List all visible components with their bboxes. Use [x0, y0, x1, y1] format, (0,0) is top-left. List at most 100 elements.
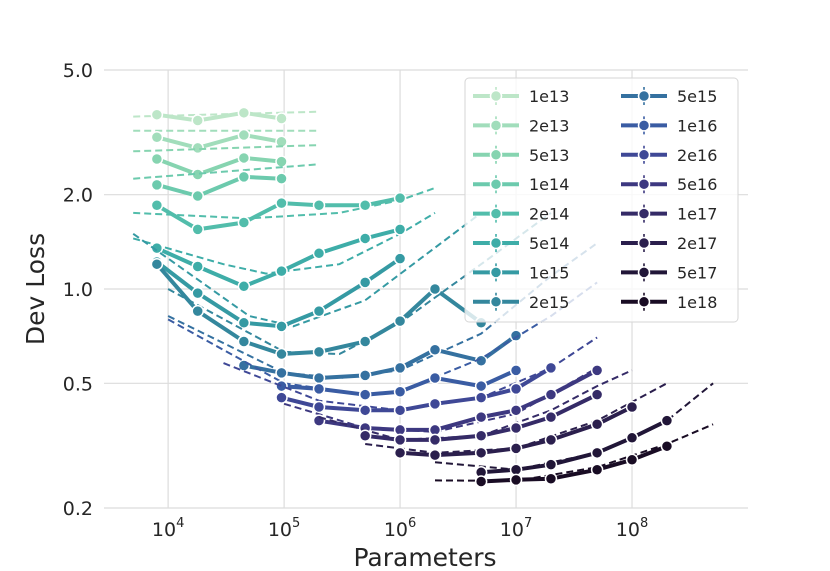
- x-tick-base: 10: [500, 519, 524, 541]
- data-point-1e15: [393, 252, 407, 265]
- data-point-1e18: [509, 473, 523, 487]
- data-point-1e17: [544, 410, 558, 424]
- x-tick-base: 10: [268, 519, 292, 541]
- data-point-5e13: [150, 152, 164, 166]
- series-2e14: [133, 187, 436, 236]
- data-line-2e13: [156, 133, 282, 150]
- legend-item-2e14: 2e14: [473, 204, 569, 224]
- y-tick-label: 2.0: [63, 185, 93, 207]
- legend-item-5e16: 5e16: [621, 175, 717, 194]
- data-point-1e17: [590, 388, 604, 401]
- data-point-5e14: [150, 241, 164, 255]
- legend-item-5e13: 5e13: [473, 145, 569, 165]
- data-point-1e15: [312, 304, 326, 318]
- data-point-1e18: [660, 439, 674, 453]
- legend-marker-5e17: [637, 266, 651, 279]
- data-point-1e17: [474, 429, 488, 443]
- legend-label-5e14: 5e14: [529, 234, 569, 253]
- fit-line-2e17: [365, 382, 668, 454]
- y-tick-label: 0.5: [63, 373, 93, 395]
- fit-line-1e15: [132, 212, 482, 328]
- data-point-2e15: [191, 304, 204, 318]
- legend-label-2e15: 2e15: [529, 293, 569, 312]
- data-point-2e16: [393, 404, 407, 417]
- series-2e13: [133, 128, 319, 155]
- data-point-5e14: [237, 280, 251, 293]
- data-point-1e16: [474, 379, 488, 393]
- data-point-5e13: [275, 155, 288, 168]
- legend-label-2e17: 2e17: [677, 234, 717, 253]
- series-layer: [132, 106, 714, 488]
- data-point-2e15: [393, 314, 407, 328]
- data-point-5e14: [275, 264, 288, 278]
- data-point-2e16: [509, 382, 523, 396]
- legend-marker-2e16: [637, 148, 651, 162]
- legend-label-5e16: 5e16: [677, 175, 717, 194]
- legend-label-1e14: 1e14: [529, 175, 569, 194]
- legend-marker-2e14: [489, 207, 503, 220]
- legend-marker-1e14: [489, 177, 503, 191]
- legend-marker-1e17: [637, 207, 651, 220]
- legend-item-1e17: 1e17: [621, 204, 717, 224]
- data-point-1e15: [275, 320, 288, 333]
- data-point-1e18: [625, 453, 639, 467]
- legend-label-5e13: 5e13: [529, 146, 569, 165]
- x-tick-label: 108: [616, 516, 648, 541]
- legend-label-5e15: 5e15: [677, 87, 717, 106]
- x-tick-exponent: 4: [176, 516, 184, 531]
- x-tick-label: 107: [500, 516, 532, 541]
- data-point-1e18: [544, 472, 558, 485]
- legend-item-2e13: 2e13: [473, 116, 569, 135]
- data-point-5e16: [474, 410, 488, 424]
- data-point-1e13: [150, 108, 164, 121]
- series-2e17: [365, 382, 668, 462]
- legend: 1e13 2e13 5e13 1e14 2e14 5e14 1e15 2e15 5e15 1e16…: [464, 77, 739, 323]
- data-point-1e13: [191, 114, 204, 127]
- data-line-1e18: [481, 444, 668, 484]
- series-1e14: [133, 163, 320, 203]
- data-point-2e14: [312, 199, 326, 212]
- legend-item-5e15: 5e15: [621, 87, 717, 106]
- series-1e17: [318, 369, 633, 447]
- legend-marker-5e15: [637, 89, 651, 103]
- series-5e14: [132, 212, 436, 293]
- data-point-5e16: [312, 414, 326, 427]
- data-line-1e14: [156, 174, 282, 198]
- data-point-2e17: [509, 442, 523, 455]
- legend-label-2e13: 2e13: [529, 116, 569, 135]
- data-point-5e15: [428, 343, 442, 356]
- x-axis-label: Parameters: [353, 543, 496, 571]
- series-1e13: [133, 106, 320, 127]
- legend-label-1e17: 1e17: [677, 205, 717, 224]
- data-point-2e15: [358, 335, 372, 348]
- data-point-1e16: [428, 371, 442, 385]
- data-point-2e17: [544, 433, 558, 447]
- data-point-5e17: [590, 446, 604, 460]
- data-point-2e16: [544, 361, 558, 375]
- data-point-2e15: [312, 345, 326, 359]
- legend-marker-1e18: [637, 295, 651, 309]
- y-tick-label: 5.0: [63, 60, 93, 82]
- x-tick-exponent: 6: [408, 516, 416, 531]
- data-point-5e17: [544, 458, 558, 471]
- x-tick-exponent: 5: [292, 516, 300, 531]
- data-point-2e15: [150, 257, 164, 271]
- data-point-2e14: [191, 223, 204, 236]
- x-tick-label: 104: [152, 516, 184, 541]
- data-point-2e15: [275, 347, 288, 361]
- data-point-2e14: [275, 196, 288, 210]
- legend-marker-2e15: [489, 295, 503, 309]
- legend-marker-5e13: [489, 148, 503, 162]
- data-point-2e13: [237, 128, 251, 142]
- data-line-5e15: [243, 333, 518, 380]
- legend-label-1e18: 1e18: [677, 293, 717, 312]
- legend-label-1e16: 1e16: [677, 116, 717, 135]
- data-point-5e17: [625, 431, 639, 445]
- data-point-2e17: [428, 448, 442, 462]
- data-point-5e16: [509, 404, 523, 417]
- data-point-2e16: [275, 391, 288, 404]
- data-point-5e14: [312, 247, 326, 260]
- data-point-2e17: [590, 418, 604, 431]
- series-2e16: [223, 336, 598, 417]
